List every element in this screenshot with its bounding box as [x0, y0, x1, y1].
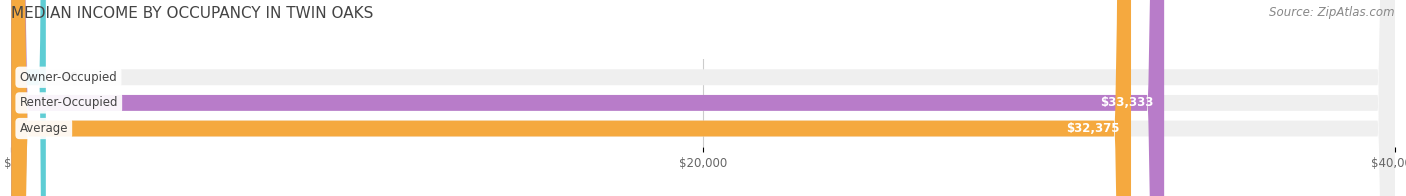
FancyBboxPatch shape	[11, 0, 1395, 196]
FancyBboxPatch shape	[11, 0, 1164, 196]
FancyBboxPatch shape	[11, 0, 1395, 196]
FancyBboxPatch shape	[11, 0, 1395, 196]
FancyBboxPatch shape	[11, 0, 46, 196]
Text: Owner-Occupied: Owner-Occupied	[20, 71, 117, 84]
Text: $0: $0	[62, 71, 79, 84]
Text: $33,333: $33,333	[1099, 96, 1153, 109]
Text: Source: ZipAtlas.com: Source: ZipAtlas.com	[1270, 6, 1395, 19]
Text: $32,375: $32,375	[1067, 122, 1121, 135]
Text: Renter-Occupied: Renter-Occupied	[20, 96, 118, 109]
Text: MEDIAN INCOME BY OCCUPANCY IN TWIN OAKS: MEDIAN INCOME BY OCCUPANCY IN TWIN OAKS	[11, 6, 374, 21]
Text: Average: Average	[20, 122, 67, 135]
FancyBboxPatch shape	[11, 0, 1130, 196]
